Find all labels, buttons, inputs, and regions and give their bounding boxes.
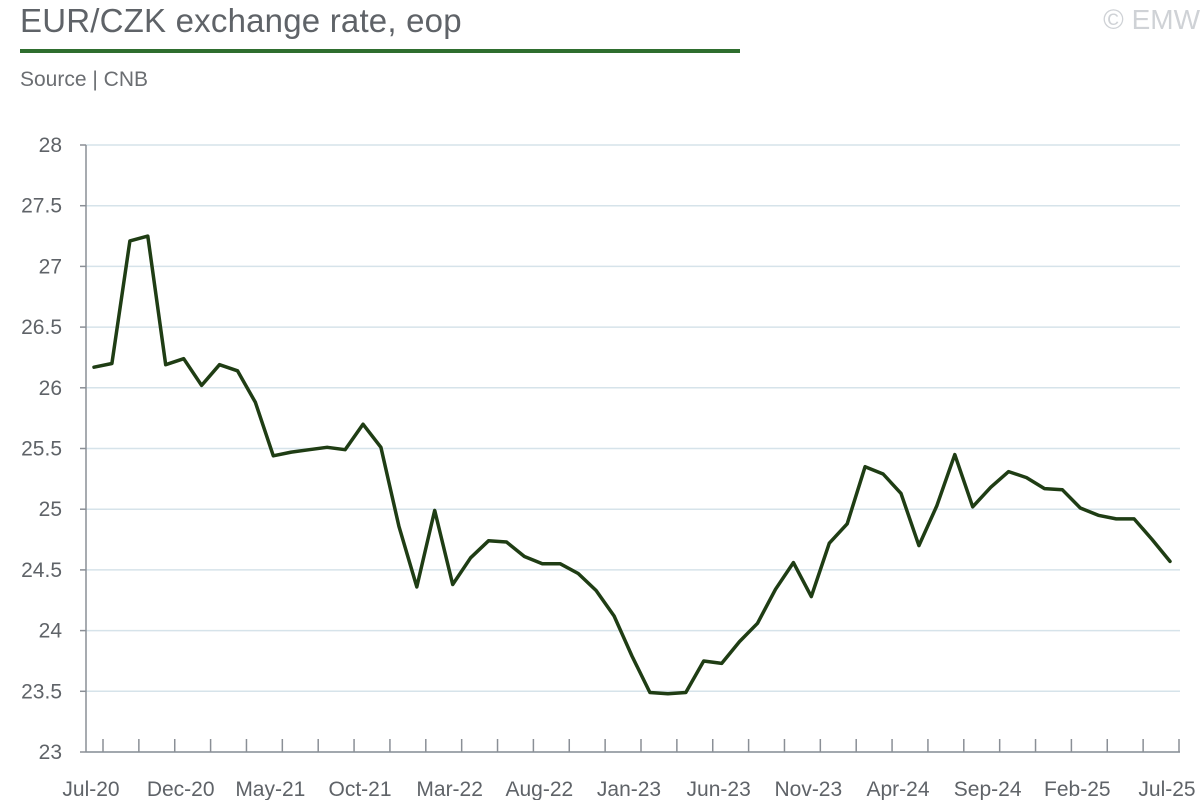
x-tick-label: Jan-23 bbox=[597, 778, 661, 800]
x-tick-label: Apr-24 bbox=[866, 778, 929, 800]
y-tick-label: 25.5 bbox=[21, 438, 62, 461]
x-tick-label: Nov-23 bbox=[774, 778, 842, 800]
x-tick-label: May-21 bbox=[235, 778, 305, 800]
exchange-rate-line bbox=[92, 234, 1172, 696]
source-note: Source | CNB bbox=[20, 68, 148, 91]
y-tick-label: 24.5 bbox=[21, 559, 62, 582]
x-tick-label: Aug-22 bbox=[505, 778, 573, 800]
x-tick-label: Oct-21 bbox=[328, 778, 391, 800]
y-tick-label: 25 bbox=[39, 498, 62, 521]
y-tick-label: 23.5 bbox=[21, 680, 62, 703]
title-underline bbox=[20, 49, 740, 53]
x-tick-label: Jun-23 bbox=[687, 778, 751, 800]
y-tick-label: 27 bbox=[39, 255, 62, 278]
y-tick-label: 27.5 bbox=[21, 195, 62, 218]
x-tick-label: Sep-24 bbox=[954, 778, 1022, 800]
x-tick-label: Dec-20 bbox=[147, 778, 215, 800]
y-tick-label: 24 bbox=[39, 620, 63, 643]
x-tick-label: Mar-22 bbox=[416, 778, 483, 800]
y-tick-label: 26 bbox=[39, 377, 62, 400]
copyright-watermark: © EMW bbox=[1103, 4, 1200, 35]
x-tick-label: Feb-25 bbox=[1044, 778, 1111, 800]
y-tick-label: 26.5 bbox=[21, 316, 62, 339]
y-tick-label: 28 bbox=[39, 134, 62, 157]
x-tick-label: Jul-20 bbox=[62, 778, 119, 800]
x-tick-label: Jul-25 bbox=[1138, 778, 1195, 800]
chart-title: EUR/CZK exchange rate, eop bbox=[20, 2, 462, 39]
y-tick-label: 23 bbox=[39, 741, 62, 764]
